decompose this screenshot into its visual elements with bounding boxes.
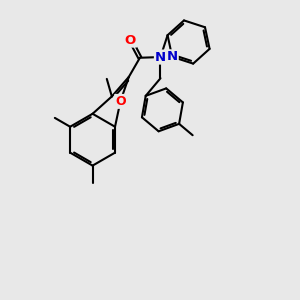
Text: N: N xyxy=(155,50,166,64)
Text: O: O xyxy=(125,34,136,46)
Text: N: N xyxy=(167,50,178,63)
Text: O: O xyxy=(115,95,126,108)
